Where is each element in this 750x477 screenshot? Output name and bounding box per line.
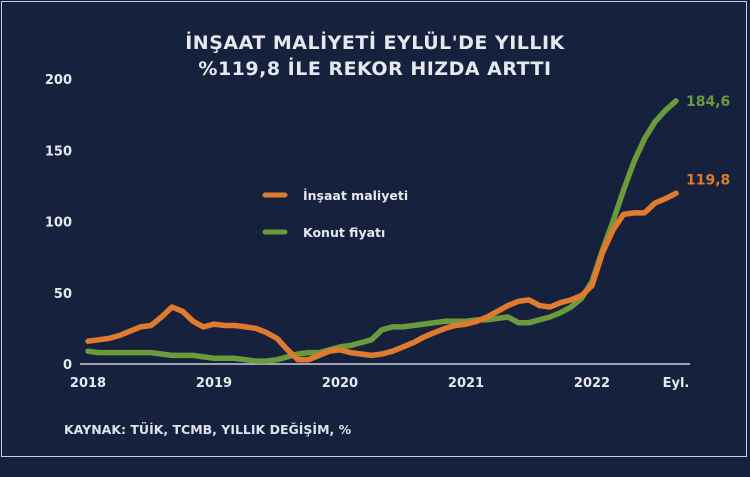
x-tick-label: 2022	[574, 376, 610, 391]
x-tick-label: 2019	[196, 376, 232, 391]
x-tick-label: 2020	[322, 376, 358, 391]
x-tick-label: Eyl.	[663, 376, 690, 391]
y-tick-label: 100	[45, 216, 72, 231]
chart-title-line2: %119,8 İLE REKOR HIZDA ARTTI	[198, 58, 552, 80]
source-note: KAYNAK: TÜİK, TCMB, YILLIK DEĞİŞİM, %	[64, 422, 352, 437]
chart-title-line1: İNŞAAT MALİYETİ EYLÜL'DE YILLIK	[185, 32, 565, 54]
legend-label: Konut fiyatı	[303, 225, 385, 240]
end-value-label: 119,8	[686, 172, 730, 188]
y-tick-label: 200	[45, 73, 72, 88]
y-tick-label: 0	[63, 358, 72, 373]
series-line-insaat-maliyeti	[85, 190, 679, 363]
y-tick-label: 50	[54, 287, 72, 302]
chart-frame	[1, 1, 747, 457]
legend-label: İnşaat maliyeti	[303, 188, 408, 203]
x-tick-label: 2018	[70, 376, 106, 391]
end-value-label: 184,6	[686, 94, 730, 110]
x-tick-label: 2021	[448, 376, 484, 391]
y-tick-label: 150	[45, 144, 72, 159]
series-line-konut-fiyati	[85, 98, 679, 364]
